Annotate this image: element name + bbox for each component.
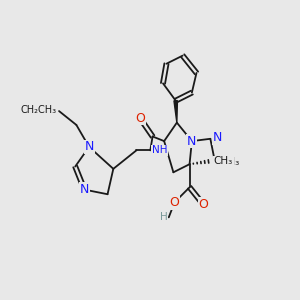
Text: NH: NH: [152, 145, 167, 155]
Text: N: N: [84, 140, 94, 153]
Text: O: O: [135, 112, 145, 124]
Text: CH₃: CH₃: [221, 157, 240, 167]
Text: O: O: [169, 196, 179, 209]
Text: N: N: [80, 183, 89, 196]
Text: O: O: [199, 198, 208, 211]
Text: CH₃: CH₃: [214, 156, 233, 167]
Text: H: H: [160, 212, 168, 222]
Polygon shape: [174, 100, 177, 123]
Text: N: N: [187, 135, 196, 148]
Text: CH₂CH₃: CH₂CH₃: [21, 105, 57, 115]
Text: N: N: [213, 131, 222, 144]
